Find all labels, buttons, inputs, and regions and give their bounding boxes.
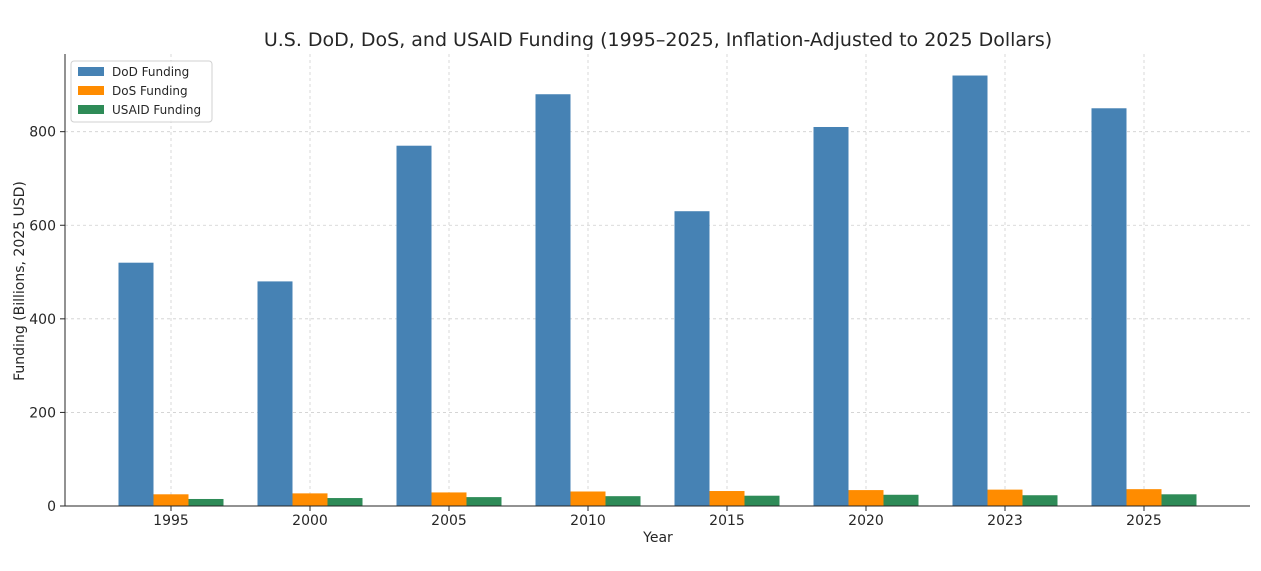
- bar-dos-funding-2015: [709, 491, 745, 506]
- chart-title: U.S. DoD, DoS, and USAID Funding (1995–2…: [264, 29, 1052, 51]
- bar-dod-funding-2000: [257, 281, 293, 506]
- bar-usaid-funding-2015: [744, 495, 780, 506]
- bar-dos-funding-2023: [987, 489, 1023, 506]
- bars: [118, 75, 1197, 507]
- y-tick-label: 400: [29, 312, 56, 328]
- bar-dos-funding-2005: [431, 492, 467, 506]
- legend: DoD Funding DoS Funding USAID Funding: [70, 60, 213, 123]
- bar-dod-funding-2015: [674, 211, 710, 506]
- bar-dos-funding-1995: [153, 494, 189, 506]
- x-tick-label: 2010: [570, 513, 606, 529]
- y-tick-label: 200: [29, 405, 56, 421]
- bar-dos-funding-2020: [848, 490, 884, 506]
- bar-dos-funding-2010: [570, 491, 606, 506]
- axes: 0 200 400 600 800 1995 2000 2005 2010 2015 2020 202…: [29, 54, 1250, 529]
- bar-usaid-funding-2005: [466, 497, 502, 506]
- gridlines: [65, 54, 1250, 507]
- legend-box: [70, 60, 213, 123]
- legend-label: DoD Funding: [112, 65, 189, 79]
- bar-dos-funding-2025: [1126, 489, 1162, 506]
- y-axis-label: Funding (Billions, 2025 USD): [12, 181, 28, 381]
- bar-usaid-funding-2010: [605, 496, 641, 506]
- bar-dod-funding-2005: [396, 145, 432, 506]
- bar-dod-funding-2023: [952, 75, 988, 507]
- legend-label: DoS Funding: [112, 84, 188, 98]
- bar-dod-funding-2025: [1091, 108, 1127, 506]
- bar-usaid-funding-2025: [1161, 494, 1197, 506]
- bar-dod-funding-2010: [535, 94, 571, 506]
- x-tick-label: 2015: [709, 513, 745, 529]
- bar-dod-funding-1995: [118, 262, 154, 506]
- x-axis-label: Year: [642, 530, 673, 546]
- bar-usaid-funding-2000: [327, 498, 363, 506]
- x-tick-label: 2025: [1126, 513, 1162, 529]
- x-tick-label: 2020: [848, 513, 884, 529]
- x-tick-label: 2023: [987, 513, 1023, 529]
- x-tick-label: 1995: [153, 513, 189, 529]
- x-tick-label: 2000: [292, 513, 328, 529]
- bar-usaid-funding-1995: [188, 498, 224, 506]
- legend-label: USAID Funding: [112, 103, 201, 117]
- legend-swatch: [78, 67, 104, 76]
- x-tick-label: 2005: [431, 513, 467, 529]
- y-tick-label: 600: [29, 218, 56, 234]
- y-tick-label: 800: [29, 125, 56, 141]
- legend-swatch: [78, 86, 104, 95]
- bar-usaid-funding-2023: [1022, 495, 1058, 506]
- bar-usaid-funding-2020: [883, 494, 919, 506]
- y-tick-label: 0: [47, 499, 56, 515]
- bar-dod-funding-2020: [813, 126, 849, 507]
- bar-dos-funding-2000: [292, 493, 328, 506]
- legend-swatch: [78, 105, 104, 114]
